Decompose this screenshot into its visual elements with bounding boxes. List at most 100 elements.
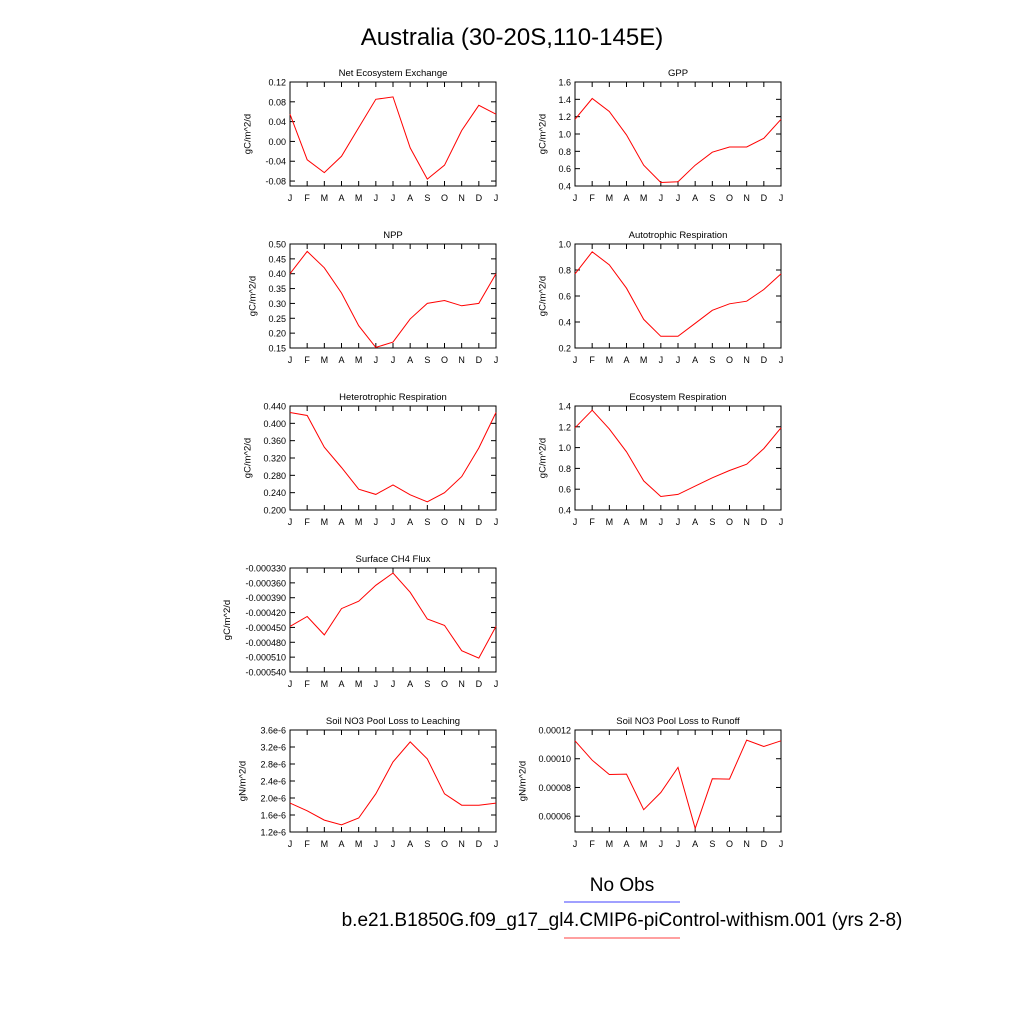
x-tick-label: J xyxy=(288,517,293,527)
y-tick-label: -0.000390 xyxy=(245,593,286,603)
x-tick-label: N xyxy=(458,355,465,365)
x-tick-label: M xyxy=(355,355,363,365)
x-tick-label: J xyxy=(779,193,784,203)
y-axis-label: gC/m^2/d xyxy=(538,114,549,154)
chart-title: GPP xyxy=(668,68,688,79)
x-tick-label: A xyxy=(692,839,698,849)
x-tick-label: D xyxy=(761,193,768,203)
y-tick-label: -0.000420 xyxy=(245,608,286,618)
y-tick-label: 1.2 xyxy=(558,112,571,122)
series-line xyxy=(289,96,497,180)
y-tick-label: 0.4 xyxy=(558,182,571,192)
x-tick-label: M xyxy=(640,517,648,527)
x-tick-label: J xyxy=(288,355,293,365)
y-tick-label: -0.08 xyxy=(265,177,286,187)
x-tick-label: A xyxy=(692,517,698,527)
x-tick-label: S xyxy=(709,517,715,527)
x-tick-label: M xyxy=(606,517,614,527)
y-tick-label: 0.8 xyxy=(558,464,571,474)
x-tick-label: A xyxy=(407,193,413,203)
x-tick-label: A xyxy=(623,193,629,203)
chart-title: Ecosystem Respiration xyxy=(629,392,726,403)
chart-title: Net Ecosystem Exchange xyxy=(339,68,448,79)
x-tick-label: J xyxy=(573,193,578,203)
x-tick-label: J xyxy=(573,517,578,527)
x-tick-label: M xyxy=(321,839,329,849)
x-tick-label: M xyxy=(606,193,614,203)
x-tick-label: J xyxy=(779,355,784,365)
x-tick-label: J xyxy=(676,517,681,527)
y-tick-label: 0.6 xyxy=(558,485,571,495)
x-tick-label: S xyxy=(709,355,715,365)
x-tick-label: F xyxy=(589,517,595,527)
plot-frame xyxy=(289,729,497,833)
y-tick-label: -0.000480 xyxy=(245,638,286,648)
x-tick-label: N xyxy=(743,517,750,527)
x-tick-label: O xyxy=(441,679,448,689)
y-tick-label: 0.00006 xyxy=(538,812,571,822)
y-tick-label: 1.2 xyxy=(558,422,571,432)
plot-frame xyxy=(289,567,497,673)
x-tick-label: J xyxy=(288,839,293,849)
x-tick-label: A xyxy=(407,517,413,527)
plot-frame xyxy=(574,729,782,833)
y-axis-label: gC/m^2/d xyxy=(222,600,233,640)
series-line xyxy=(289,412,497,503)
x-tick-label: J xyxy=(494,355,499,365)
y-tick-label: 0.00012 xyxy=(538,726,571,736)
series-line xyxy=(574,409,782,498)
y-tick-label: 1.0 xyxy=(558,130,571,140)
x-tick-label: J xyxy=(494,679,499,689)
x-tick-label: S xyxy=(424,517,430,527)
x-tick-label: J xyxy=(573,839,578,849)
y-tick-label: 2.4e-6 xyxy=(260,777,286,787)
x-tick-label: F xyxy=(304,193,310,203)
y-tick-label: 0.6 xyxy=(558,292,571,302)
chart-title: Autotrophic Respiration xyxy=(629,230,728,241)
x-tick-label: F xyxy=(589,193,595,203)
x-tick-label: D xyxy=(761,517,768,527)
y-tick-label: 0.50 xyxy=(268,240,286,250)
y-tick-label: 0.4 xyxy=(558,506,571,516)
y-tick-label: 0.35 xyxy=(268,284,286,294)
y-tick-label: 0.8 xyxy=(558,266,571,276)
x-tick-label: F xyxy=(589,355,595,365)
y-tick-label: 1.4 xyxy=(558,402,571,412)
x-tick-label: J xyxy=(391,679,396,689)
x-tick-label: J xyxy=(779,839,784,849)
x-tick-label: N xyxy=(458,839,465,849)
y-tick-label: 0.15 xyxy=(268,344,286,354)
chart-title: NPP xyxy=(383,230,403,241)
series-line xyxy=(289,250,497,348)
series-line xyxy=(574,97,782,184)
x-tick-label: F xyxy=(589,839,595,849)
x-tick-label: M xyxy=(321,355,329,365)
x-tick-label: S xyxy=(424,193,430,203)
x-tick-label: D xyxy=(476,355,483,365)
plot-frame xyxy=(289,243,497,349)
y-tick-label: 0.00008 xyxy=(538,783,571,793)
x-tick-label: J xyxy=(676,355,681,365)
x-tick-label: M xyxy=(321,193,329,203)
x-tick-label: O xyxy=(441,355,448,365)
x-tick-label: A xyxy=(407,679,413,689)
y-tick-label: 0.320 xyxy=(263,454,286,464)
x-tick-label: D xyxy=(476,517,483,527)
x-tick-label: S xyxy=(709,839,715,849)
x-tick-label: J xyxy=(494,193,499,203)
y-tick-label: 0.08 xyxy=(268,97,286,107)
x-tick-label: J xyxy=(391,517,396,527)
x-tick-label: M xyxy=(355,517,363,527)
y-tick-label: 1.4 xyxy=(558,95,571,105)
x-tick-label: M xyxy=(355,193,363,203)
x-tick-label: J xyxy=(374,355,379,365)
y-tick-label: 1.0 xyxy=(558,443,571,453)
series-line xyxy=(574,251,782,337)
x-tick-label: O xyxy=(441,839,448,849)
y-tick-label: 0.30 xyxy=(268,299,286,309)
x-tick-label: J xyxy=(659,355,664,365)
y-axis-label: gN/m^2/d xyxy=(237,761,248,801)
x-tick-label: O xyxy=(726,355,733,365)
